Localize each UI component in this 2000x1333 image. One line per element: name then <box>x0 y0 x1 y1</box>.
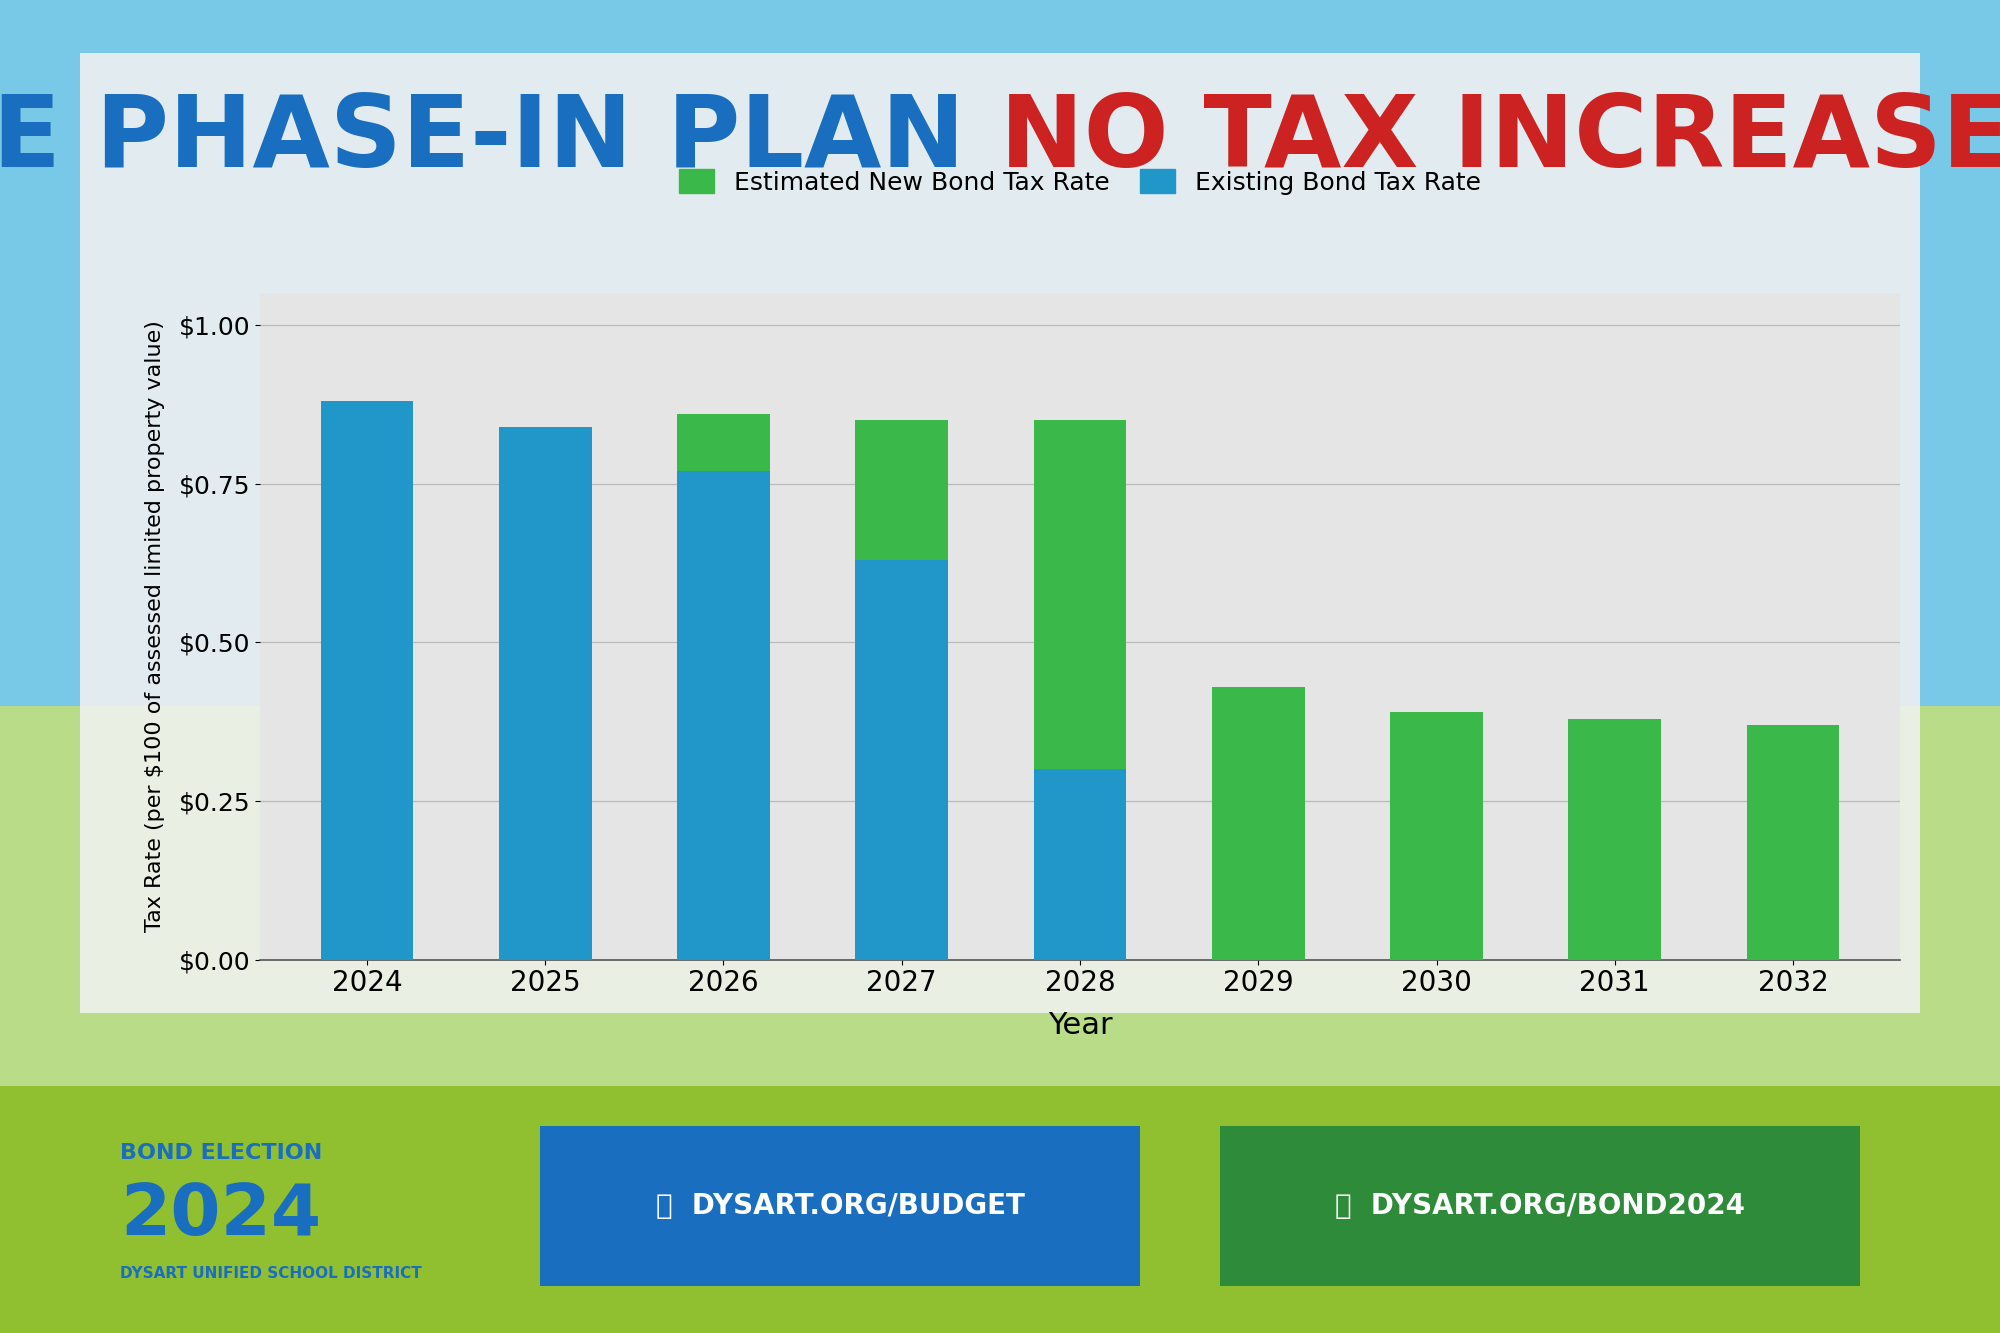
Text: 2024: 2024 <box>120 1181 322 1250</box>
Text: 🔗  DYSART.ORG/BUDGET: 🔗 DYSART.ORG/BUDGET <box>656 1192 1024 1221</box>
Text: TAX RATE PHASE-IN PLAN: TAX RATE PHASE-IN PLAN <box>0 92 1000 188</box>
Bar <box>1034 769 1126 960</box>
Bar <box>678 413 770 471</box>
Text: NO TAX INCREASE: NO TAX INCREASE <box>1000 92 2000 188</box>
Bar <box>856 560 948 960</box>
Y-axis label: Tax Rate (per $100 of assessed limited property value): Tax Rate (per $100 of assessed limited p… <box>144 320 164 933</box>
X-axis label: Year: Year <box>1048 1012 1112 1040</box>
Bar <box>1746 725 1840 960</box>
Text: DYSART UNIFIED SCHOOL DISTRICT: DYSART UNIFIED SCHOOL DISTRICT <box>120 1265 422 1281</box>
Legend: Estimated New Bond Tax Rate, Existing Bond Tax Rate: Estimated New Bond Tax Rate, Existing Bo… <box>670 159 1490 205</box>
Bar <box>678 471 770 960</box>
Text: BOND ELECTION: BOND ELECTION <box>120 1142 322 1164</box>
Bar <box>1212 686 1304 960</box>
Bar <box>1568 718 1662 960</box>
Bar <box>320 401 414 960</box>
Text: 🔗  DYSART.ORG/BOND2024: 🔗 DYSART.ORG/BOND2024 <box>1336 1192 1744 1221</box>
Bar <box>1034 420 1126 769</box>
Bar <box>856 420 948 560</box>
Bar <box>1390 712 1482 960</box>
Bar <box>498 427 592 960</box>
